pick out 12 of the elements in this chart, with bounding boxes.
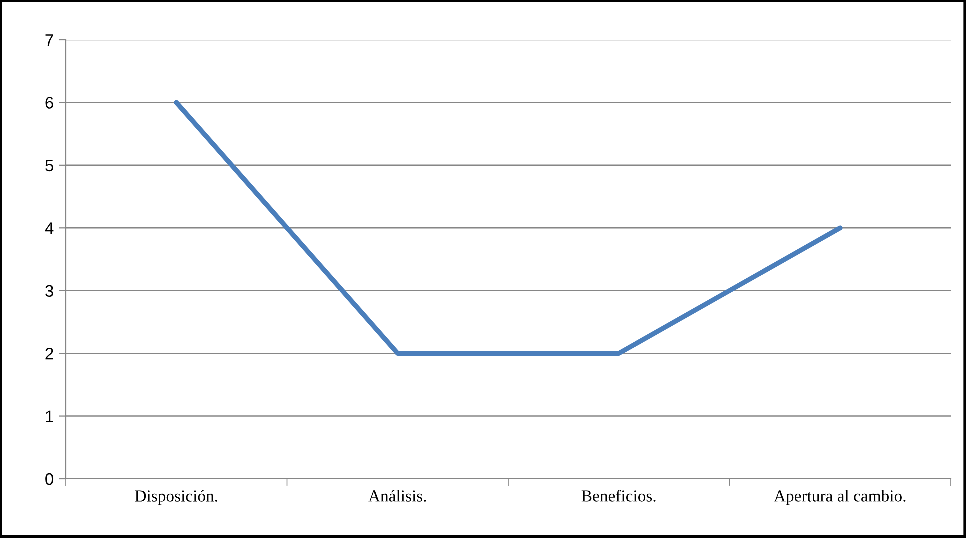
y-tick-label: 4 xyxy=(45,222,54,234)
y-tick-label: 1 xyxy=(46,410,54,422)
y-tick-label: 2 xyxy=(46,348,54,360)
x-tick-label: Análisis. xyxy=(368,490,426,502)
y-tick-label: 6 xyxy=(46,97,54,109)
y-tick-label: 5 xyxy=(46,160,54,172)
y-tick-label: 3 xyxy=(46,285,54,298)
x-tick-label: Disposición. xyxy=(135,490,218,506)
x-tick-label: Apertura al cambio. xyxy=(774,490,906,506)
y-tick-label: 0 xyxy=(46,473,54,486)
y-tick-label: 7 xyxy=(46,34,54,46)
x-tick-label: Beneficios. xyxy=(582,490,656,502)
